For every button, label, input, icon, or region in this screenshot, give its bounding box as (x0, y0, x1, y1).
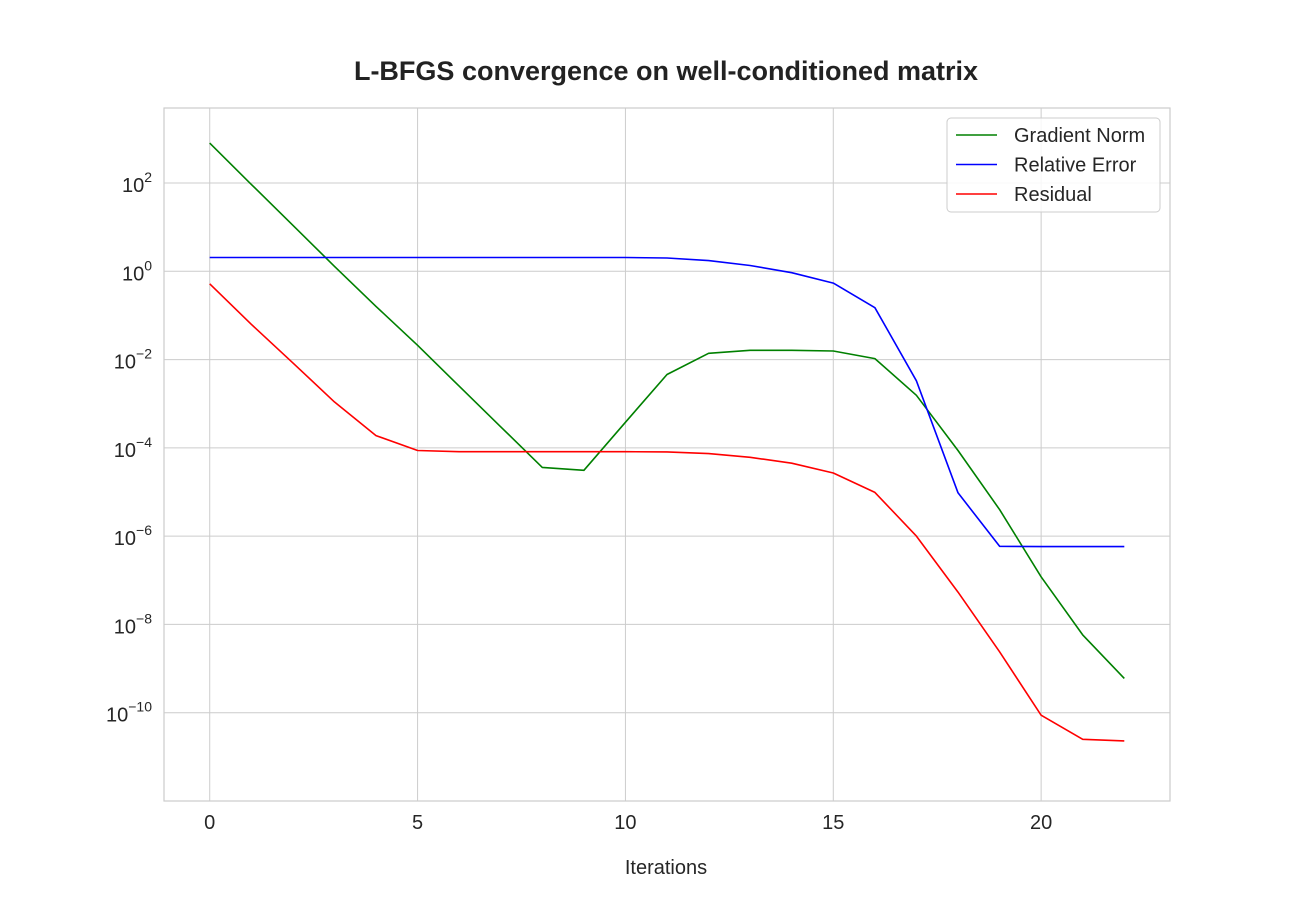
x-tick-labels: 0 5 10 15 20 (204, 812, 1052, 834)
y-tick-label: 10−4 (114, 434, 152, 462)
x-tick-label: 10 (614, 812, 636, 834)
y-tick-label: 10−6 (114, 522, 152, 550)
y-tick-labels: 102 100 10−2 10−4 10−6 10−8 10−10 (106, 169, 152, 727)
y-tick-label: 102 (122, 169, 152, 197)
series-lines (209, 142, 1125, 742)
series-line-residual (209, 283, 1125, 742)
legend-label-gradient-norm: Gradient Norm (1014, 125, 1145, 147)
series-line-relative-error (209, 256, 1125, 548)
legend-label-relative-error: Relative Error (1014, 155, 1137, 177)
gridlines (164, 108, 1170, 801)
x-tick-label: 15 (822, 812, 844, 834)
legend-box (946, 117, 1161, 213)
y-tick-label: 10−8 (114, 610, 152, 638)
y-tick-label: 100 (122, 257, 152, 285)
plot-frame (163, 107, 1171, 802)
legend-label-residual: Residual (1014, 184, 1092, 206)
x-tick-label: 20 (1030, 812, 1052, 834)
y-tick-label: 10−10 (106, 699, 152, 727)
x-tick-label: 5 (412, 812, 423, 834)
series-line-gradient-norm (209, 142, 1125, 679)
legend: Gradient Norm Relative Error Residual (946, 117, 1161, 213)
x-tick-label: 0 (204, 812, 215, 834)
chart-title: L-BFGS convergence on well-conditioned m… (354, 56, 978, 86)
x-axis-label: Iterations (625, 857, 707, 879)
y-tick-label: 10−2 (114, 346, 152, 374)
